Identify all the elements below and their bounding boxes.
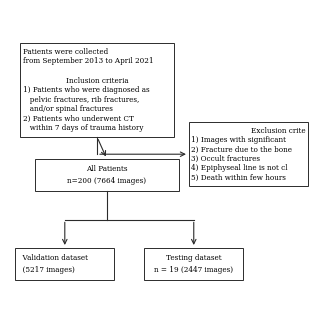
Text: n=200 (7664 images): n=200 (7664 images) bbox=[68, 177, 147, 185]
Text: 3) Occult fractures: 3) Occult fractures bbox=[191, 155, 260, 163]
Text: Exclusion crite: Exclusion crite bbox=[251, 127, 305, 135]
Text: n = 19 (2447 images): n = 19 (2447 images) bbox=[154, 266, 233, 274]
FancyBboxPatch shape bbox=[189, 122, 308, 186]
FancyBboxPatch shape bbox=[15, 248, 115, 280]
Text: Validation dataset: Validation dataset bbox=[18, 254, 88, 262]
Text: 1) Images with significant: 1) Images with significant bbox=[191, 136, 286, 144]
FancyBboxPatch shape bbox=[20, 43, 174, 137]
Text: 1) Patients who were diagnosed as: 1) Patients who were diagnosed as bbox=[23, 86, 149, 94]
Text: from September 2013 to April 2021: from September 2013 to April 2021 bbox=[23, 57, 153, 65]
Text: 2) Patients who underwent CT: 2) Patients who underwent CT bbox=[23, 115, 133, 123]
Text: Patients were collected: Patients were collected bbox=[23, 48, 108, 56]
FancyBboxPatch shape bbox=[144, 248, 244, 280]
Text: pelvic fractures, rib fractures,: pelvic fractures, rib fractures, bbox=[23, 96, 139, 104]
Text: (5217 images): (5217 images) bbox=[18, 266, 75, 274]
Text: All Patients: All Patients bbox=[86, 165, 128, 173]
Text: 4) Epiphyseal line is not cl: 4) Epiphyseal line is not cl bbox=[191, 164, 288, 172]
Text: and/or spinal fractures: and/or spinal fractures bbox=[23, 105, 113, 113]
Text: Inclusion criteria: Inclusion criteria bbox=[66, 76, 128, 84]
FancyBboxPatch shape bbox=[35, 159, 179, 191]
Text: Testing dataset: Testing dataset bbox=[166, 254, 221, 262]
Text: 2) Fracture due to the bone: 2) Fracture due to the bone bbox=[191, 146, 292, 154]
Text: within 7 days of trauma history: within 7 days of trauma history bbox=[23, 124, 143, 132]
Text: 5) Death within few hours: 5) Death within few hours bbox=[191, 174, 286, 182]
